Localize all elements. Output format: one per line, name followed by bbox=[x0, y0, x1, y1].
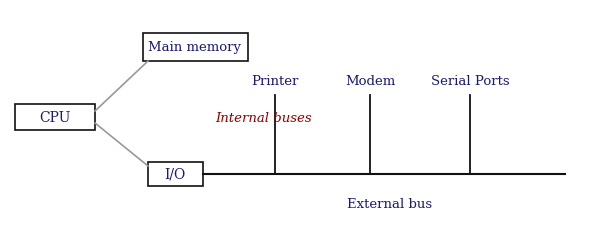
FancyBboxPatch shape bbox=[148, 162, 203, 186]
Text: External bus: External bus bbox=[347, 197, 432, 210]
Text: Printer: Printer bbox=[251, 75, 298, 88]
Text: Main memory: Main memory bbox=[148, 41, 242, 54]
Text: Serial Ports: Serial Ports bbox=[431, 75, 509, 88]
FancyBboxPatch shape bbox=[15, 105, 95, 131]
Text: Internal buses: Internal buses bbox=[215, 111, 312, 124]
Text: I/O: I/O bbox=[164, 167, 185, 181]
Text: CPU: CPU bbox=[39, 110, 71, 125]
Text: Modem: Modem bbox=[345, 75, 395, 88]
FancyBboxPatch shape bbox=[142, 34, 248, 62]
